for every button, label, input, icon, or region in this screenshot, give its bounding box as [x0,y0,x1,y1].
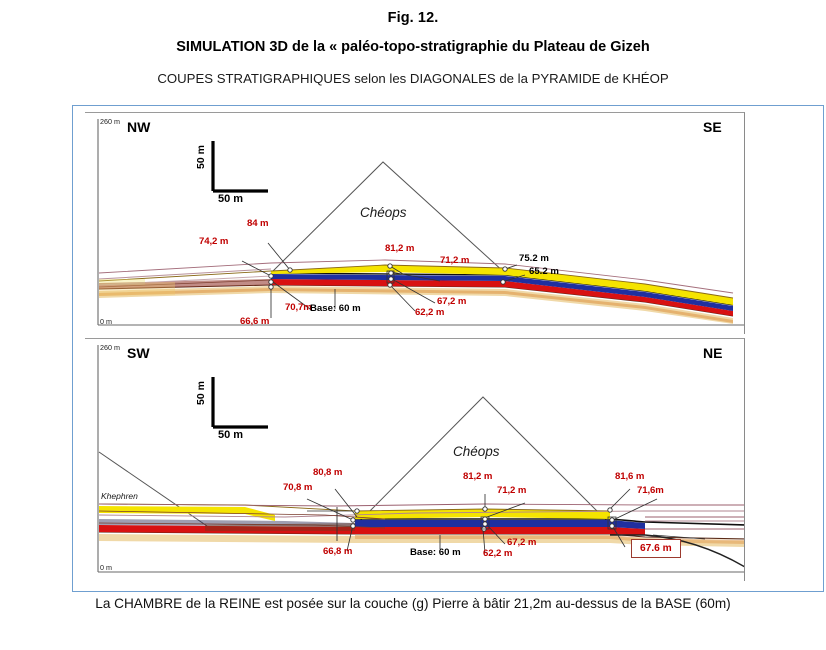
annotation-65-2m: 65.2 m [529,266,559,277]
upper-thin-lines-top [98,259,734,294]
layer-blue-top [271,274,733,311]
scale-bar-top [211,141,268,193]
scale-horizontal-label-bottom: 50 m [218,429,244,441]
annotation-66-6m: 66,6 m [240,316,270,327]
pyramid-khephren-slope [98,451,208,527]
layer-yellow-left-bottom [99,506,275,521]
annotation-70-7m: 70,7m [285,302,312,313]
scale-vertical-label-top: 50 m [195,145,207,169]
pyramid-label-khephren: Khephren [101,491,138,501]
leader-lines-top [241,242,526,318]
figure-sub-title: COUPES STRATIGRAPHIQUES selon les DIAGON… [157,71,669,86]
layer-red-top [271,279,733,316]
annotation-81-6m: 81,6 m [615,471,645,482]
leader-lines-bottom [306,488,706,554]
figure-number: Fig. 12. [387,10,439,26]
direction-label-se: SE [703,119,722,135]
direction-label-ne: NE [703,345,723,361]
layer-red-bottom [99,525,645,535]
annotation-75-2m: 75.2 m [519,253,549,264]
axis-bottom-label-bottom-panel: 0 m [100,563,112,572]
annotation-81-2m: 81,2 m [385,243,415,254]
left-edge-wash-top [99,279,175,296]
layer-yellow-right-top [505,268,733,305]
pyramid-cheops-outline-bottom [356,396,611,525]
marker-box-bottom-right [607,516,617,530]
direction-label-sw: SW [127,345,150,361]
axis-top-label-bottom-panel: 260 m [100,343,120,352]
layer-tan-lower-top [99,286,733,324]
pyramid-cheops-outline-top [270,161,506,274]
figure-main-title: SIMULATION 3D de la « paléo-topo-stratig… [176,39,650,55]
layer-orange-top [99,288,733,323]
axis-top-label-top-panel: 260 m [100,117,120,126]
annotation-67-2m-bottom: 67,2 m [507,537,537,548]
annotation-67-6m-boxed: 67.6 m [631,539,681,558]
base-label-top: Base: 60 m [310,303,361,314]
axis-bottom-label-top-panel: 0 m [100,317,112,326]
pyramid-label-cheops-top: Chéops [360,205,407,220]
annotation-84m: 84 m [247,218,269,229]
marker-box-top [386,270,395,284]
annotation-62-2m-bottom: 62,2 m [483,548,513,559]
erosion-wash-bottom [205,523,355,531]
layer-yellow-top [271,265,505,275]
annotation-71-2m: 71,2 m [440,255,470,266]
point-markers-bottom [350,506,615,532]
annotation-74-2m: 74,2 m [199,236,229,247]
annotation-62-2m: 62,2 m [415,307,445,318]
base-label-bottom: Base: 60 m [410,547,461,558]
cross-section-panel-nw-se: 260 m 0 m NW SE 50 m 50 m Chéops 84 m 74… [85,112,745,334]
marker-box-bottom [480,516,490,530]
right-descending-curve [644,534,744,568]
direction-label-nw: NW [127,119,151,135]
layer-yellow-line-top [98,264,734,299]
layer-blue-bottom [355,520,645,529]
scale-vertical-label-bottom: 50 m [195,381,207,405]
cross-section-drawing-bottom [97,345,744,573]
annotation-80-8m: 80,8 m [313,467,343,478]
annotation-70-8m: 70,8 m [283,482,313,493]
cross-section-drawing-top [97,119,744,326]
figure-caption: La CHAMBRE de la REINE est posée sur la … [95,596,731,611]
cross-section-panel-sw-ne: 260 m 0 m SW NE 50 m 50 m Khephren Chéop… [85,338,745,581]
pyramid-label-cheops-bottom: Chéops [453,444,500,459]
annotation-81-2m-bottom: 81,2 m [463,471,493,482]
annotation-66-8m: 66,8 m [323,546,353,557]
point-markers-top [268,263,508,290]
figure-frame: 260 m 0 m NW SE 50 m 50 m Chéops 84 m 74… [72,105,824,592]
annotation-71-2m-bottom: 71,2 m [497,485,527,496]
annotation-67-2m: 67,2 m [437,296,467,307]
scale-bar-bottom [211,377,268,429]
scale-horizontal-label-top: 50 m [218,193,244,205]
annotation-71-6m: 71,6m [637,485,664,496]
